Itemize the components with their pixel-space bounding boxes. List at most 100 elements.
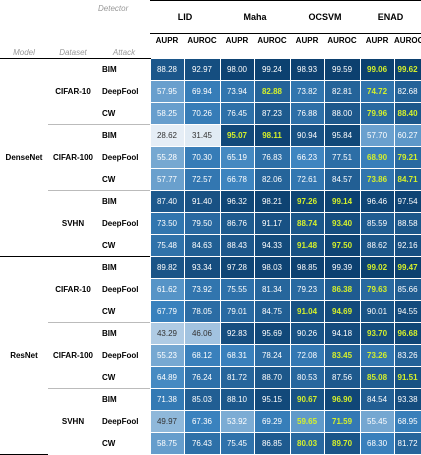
value-cell: 74.72 <box>359 80 395 103</box>
value-cell: 99.62 <box>393 58 421 81</box>
value-cell: 93.38 <box>393 388 421 411</box>
attack-label: Attack <box>112 47 136 57</box>
value-cell: 86.38 <box>323 278 361 301</box>
value-cell: 28.62 <box>149 124 185 147</box>
value-cell: 90.01 <box>359 300 395 323</box>
value-cell: 98.03 <box>253 256 291 279</box>
value-cell: 58.25 <box>149 102 185 125</box>
value-cell: 85.59 <box>359 212 395 235</box>
value-cell: 43.29 <box>149 322 185 345</box>
attack-name: DeepFool <box>102 417 139 426</box>
value-cell: 68.31 <box>219 344 255 367</box>
value-cell: 76.88 <box>289 102 325 125</box>
value-cell: 96.68 <box>393 322 421 345</box>
value-cell: 73.50 <box>149 212 185 235</box>
value-cell: 99.06 <box>359 58 395 81</box>
value-cell: 68.95 <box>393 410 421 433</box>
value-cell: 88.58 <box>393 212 421 235</box>
value-cell: 58.75 <box>149 432 185 455</box>
value-cell: 92.83 <box>219 322 255 345</box>
attack-name: BIM <box>98 190 150 213</box>
value-cell: 68.30 <box>359 432 395 455</box>
metric-header: AUROC <box>394 35 421 45</box>
metric-header: AUPR <box>295 35 319 45</box>
value-cell: 78.24 <box>253 344 291 367</box>
table-row: SVHN BIM 87.40 91.40 96.32 98.21 97.26 99.14 96.… <box>0 190 421 257</box>
value-cell: 71.59 <box>323 410 361 433</box>
value-cell: 73.92 <box>183 278 221 301</box>
value-cell: 99.59 <box>323 58 361 81</box>
value-cell: 73.94 <box>219 80 255 103</box>
value-cell: 98.11 <box>253 124 291 147</box>
value-cell: 77.51 <box>323 146 361 169</box>
value-cell: 80.53 <box>289 366 325 389</box>
value-cell: 84.54 <box>359 388 395 411</box>
detector-lid: LID <box>150 0 220 34</box>
model-name: DenseNet <box>0 58 48 257</box>
value-cell: 66.78 <box>219 168 255 191</box>
value-cell: 96.32 <box>219 190 255 213</box>
value-cell: 70.26 <box>183 102 221 125</box>
value-cell: 81.72 <box>219 366 255 389</box>
value-cell: 99.39 <box>323 256 361 279</box>
value-cell: 92.97 <box>183 58 221 81</box>
table-row: DeepFool 61.62 73.92 75.55 81.34 79.23 86.38 79… <box>0 278 421 301</box>
value-cell: 88.28 <box>149 58 185 81</box>
value-cell: 87.40 <box>149 190 185 213</box>
detector-ocsvm: OCSVM <box>290 0 361 34</box>
table-row: CW 67.79 78.05 79.01 84.75 91.04 94.69 90.01 94.… <box>0 300 421 323</box>
value-cell: 49.97 <box>149 410 185 433</box>
value-cell: 91.17 <box>253 212 291 235</box>
value-cell: 97.50 <box>323 234 361 257</box>
value-cell: 94.69 <box>323 300 361 323</box>
value-cell: 55.28 <box>149 146 185 169</box>
value-cell: 31.45 <box>183 124 221 147</box>
value-cell: 80.03 <box>289 432 325 455</box>
value-cell: 95.69 <box>253 322 291 345</box>
attack-name: DeepFool <box>102 219 139 228</box>
value-cell: 75.55 <box>219 278 255 301</box>
value-cell: 60.27 <box>393 124 421 147</box>
value-cell: 87.23 <box>253 102 291 125</box>
dataset-name: SVHN <box>48 388 98 455</box>
value-cell: 79.63 <box>359 278 395 301</box>
value-cell: 66.23 <box>289 146 325 169</box>
value-cell: 67.79 <box>149 300 185 323</box>
metric-header: AUROC <box>187 35 217 45</box>
value-cell: 61.62 <box>149 278 185 301</box>
value-cell: 75.45 <box>219 432 255 455</box>
value-cell: 99.02 <box>359 256 395 279</box>
value-cell: 57.95 <box>149 80 185 103</box>
value-cell: 79.96 <box>359 102 395 125</box>
value-cell: 73.82 <box>289 80 325 103</box>
detector-enad: ENAD <box>360 0 421 34</box>
value-cell: 79.50 <box>183 212 221 235</box>
metric-header: AUPR <box>365 35 389 45</box>
value-cell: 98.85 <box>289 256 325 279</box>
dataset-name: CIFAR-10 <box>48 256 98 323</box>
value-cell: 95.07 <box>219 124 255 147</box>
value-cell: 99.14 <box>323 190 361 213</box>
value-cell: 84.71 <box>393 168 421 191</box>
value-cell: 55.45 <box>359 410 395 433</box>
dataset-name: CIFAR-100 <box>48 322 98 389</box>
value-cell: 88.00 <box>323 102 361 125</box>
value-cell: 95.84 <box>323 124 361 147</box>
value-cell: 99.24 <box>253 58 291 81</box>
attack-name: DeepFool <box>102 351 139 360</box>
value-cell: 96.90 <box>323 388 361 411</box>
value-cell: 94.55 <box>393 300 421 323</box>
value-cell: 92.16 <box>393 234 421 257</box>
value-cell: 98.21 <box>253 190 291 213</box>
value-cell: 55.23 <box>149 344 185 367</box>
attack-name: CW <box>102 108 116 118</box>
value-cell: 94.18 <box>323 322 361 345</box>
value-cell: 68.90 <box>359 146 395 169</box>
table-row: ResNet CIFAR-10 BIM 89.82 93.34 97.28 98.03 98.… <box>0 256 421 455</box>
value-cell: 79.23 <box>289 278 325 301</box>
value-cell: 88.10 <box>219 388 255 411</box>
value-cell: 81.72 <box>393 432 421 455</box>
value-cell: 86.76 <box>219 212 255 235</box>
metric-header: AUPR <box>225 35 249 45</box>
